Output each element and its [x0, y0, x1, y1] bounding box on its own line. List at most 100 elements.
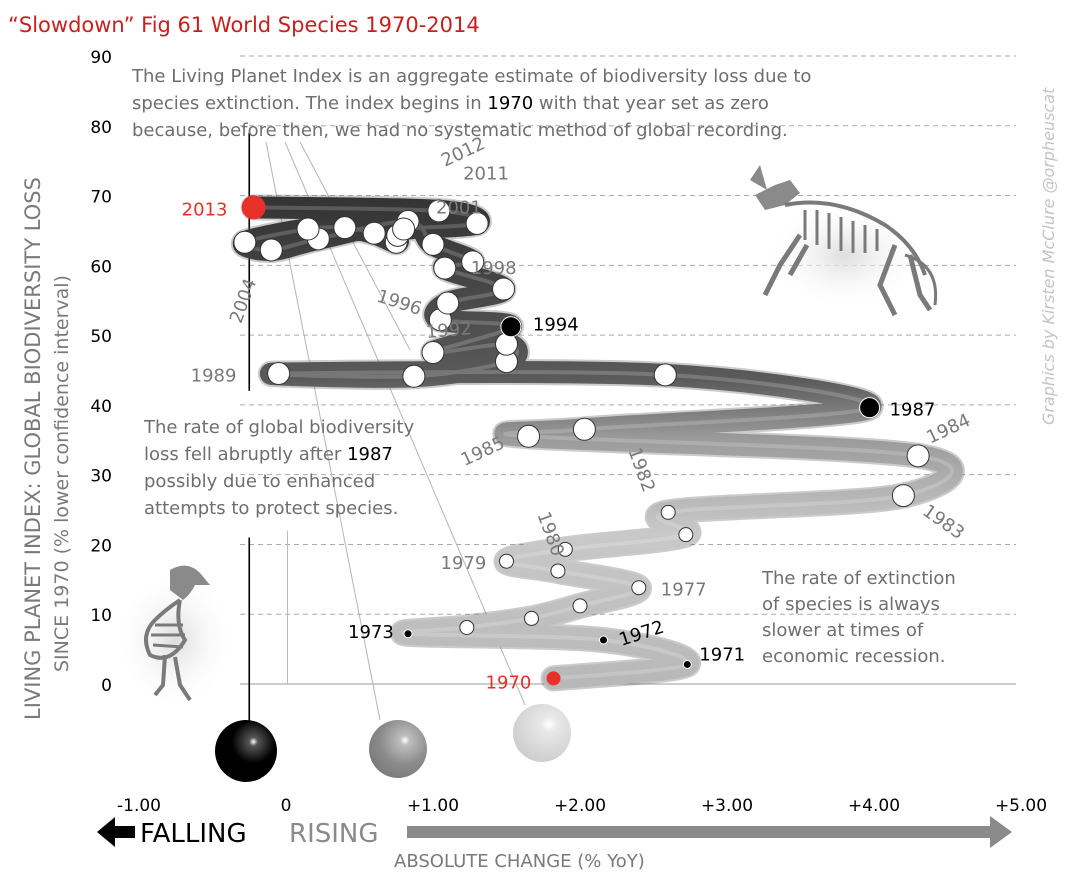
x-tick-label: +3.00: [701, 796, 753, 816]
x-tick-label: 0: [281, 796, 292, 816]
intro-line-1: The Living Planet Index is an aggregate …: [131, 66, 811, 87]
point-2003: [259, 238, 283, 262]
rising-arrow-icon: [407, 816, 1012, 848]
recession-line-1: The rate of extinction: [761, 568, 956, 589]
x-axis-label: ABSOLUTE CHANGE (% YoY): [394, 851, 645, 872]
y-axis-label-line2: SINCE 1970 (% lower confidence interval): [51, 275, 73, 672]
y-axis-label-line1: LIVING PLANET INDEX: GLOBAL BIODIVERSITY…: [21, 177, 45, 720]
point-2000: [421, 232, 445, 256]
point-1970: [546, 671, 561, 686]
slowdown-line-3: possibly due to enhanced: [144, 471, 375, 492]
point-1994: [500, 316, 522, 338]
x-tick-label: +2.00: [554, 796, 606, 816]
year-label-1979: 1979: [441, 553, 487, 574]
year-label-1971: 1971: [699, 644, 745, 665]
point-1990: [402, 364, 426, 388]
dodo-skeleton-icon: [115, 565, 235, 710]
year-label-2011: 2011: [463, 163, 509, 184]
recession-line-4: economic recession.: [762, 646, 946, 667]
x-axis-ticks: -1.00 0 +1.00 +2.00 +3.00 +4.00 +5.00: [117, 796, 1047, 816]
slowdown-line-2: loss fell abruptly after 1987: [144, 444, 393, 465]
year-label-1998: 1998: [471, 258, 517, 279]
point-2006: [333, 216, 357, 240]
year-label-1977: 1977: [661, 580, 707, 601]
point-1974: [459, 619, 475, 635]
point-1984: [906, 444, 930, 468]
recession-annotation: The rate of extinction of species is alw…: [761, 568, 962, 667]
point-1971: [682, 659, 692, 669]
point-1978: [550, 563, 566, 579]
year-label-1992: 1992: [425, 318, 472, 343]
direction-arrow: FALLING RISING: [97, 816, 1012, 849]
slowdown-annotation: The rate of global biodiversity loss fel…: [143, 417, 420, 519]
point-1980: [557, 541, 573, 557]
point-1988: [653, 363, 677, 387]
y-tick-label: 0: [101, 676, 112, 696]
x-tick-label: +4.00: [848, 796, 900, 816]
y-tick-label: 80: [90, 118, 112, 138]
point-1996: [436, 291, 460, 315]
y-tick-label: 60: [90, 257, 112, 277]
year-label-2013: 2013: [182, 199, 228, 220]
intro-line-3: because, before then, we had no systemat…: [132, 120, 788, 141]
point-1983: [891, 484, 915, 508]
point-2011: [465, 211, 489, 235]
falling-arrow-icon: [97, 817, 135, 847]
y-tick-label: 30: [90, 467, 112, 487]
point-1985: [517, 424, 541, 448]
point-1981: [678, 527, 694, 543]
intro-line-2: species extinction. The index begins in …: [132, 93, 769, 114]
year-label-1985: 1985: [458, 432, 508, 470]
falling-label: FALLING: [140, 819, 247, 849]
y-tick-label: 10: [90, 606, 112, 626]
year-label-2001: 2001: [436, 197, 482, 218]
rhino-skeleton-icon: [750, 165, 938, 317]
year-label-1973: 1973: [348, 622, 394, 643]
y-tick-label: 70: [90, 188, 112, 208]
recession-line-3: slower at times of: [762, 620, 924, 641]
year-label-1996: 1996: [374, 286, 424, 320]
recession-line-2: of species is always: [762, 594, 940, 615]
point-1972: [599, 635, 609, 645]
x-tick-label: +1.00: [407, 796, 459, 816]
light-ball-icon: [513, 704, 571, 762]
point-2005: [296, 217, 320, 241]
year-label-1983: 1983: [919, 500, 969, 543]
point-1987: [859, 397, 881, 419]
grey-ball-icon: [369, 720, 427, 778]
credit-text: Graphics by Kirsten McClure @orpheuscat: [1039, 87, 1058, 425]
point-1975: [523, 610, 539, 626]
point-1986: [572, 417, 596, 441]
slowdown-line-4: attempts to protect species.: [144, 498, 398, 519]
y-axis-ticks: 0 10 20 30 40 50 60 70 80 90: [90, 48, 112, 696]
point-1993: [421, 341, 445, 365]
point-2012: [427, 199, 451, 223]
y-tick-label: 40: [90, 397, 112, 417]
point-1998: [433, 256, 457, 280]
point-1979: [499, 553, 514, 569]
y-tick-label: 90: [90, 48, 112, 68]
year-label-1987: 1987: [890, 400, 936, 421]
point-1973: [403, 629, 413, 639]
point-2007: [362, 221, 386, 245]
point-1977: [631, 580, 647, 596]
black-ball-icon: [215, 720, 277, 782]
year-label-1994: 1994: [533, 315, 579, 336]
year-label-1970: 1970: [486, 672, 532, 693]
y-tick-label: 20: [90, 536, 112, 556]
chart-title: “Slowdown” Fig 61 World Species 1970-201…: [8, 13, 480, 37]
point-1999: [461, 250, 485, 274]
point-1989: [267, 361, 291, 385]
slowdown-line-1: The rate of global biodiversity: [143, 417, 415, 438]
rising-label: RISING: [289, 819, 379, 849]
year-label-2004: 2004: [226, 276, 261, 326]
point-2013: [241, 195, 266, 220]
point-2010: [392, 217, 416, 241]
point-2004: [233, 230, 257, 254]
point-1997: [492, 277, 516, 301]
data-points: [233, 195, 930, 686]
year-label-1989: 1989: [191, 365, 237, 386]
point-1976: [572, 598, 588, 614]
point-1982: [660, 504, 676, 520]
